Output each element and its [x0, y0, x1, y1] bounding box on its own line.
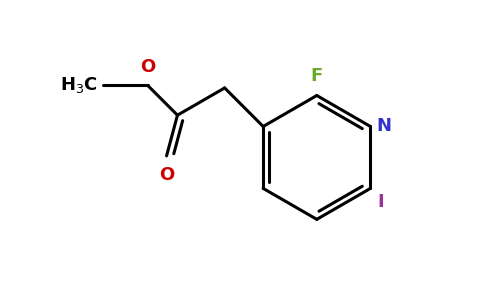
Text: I: I	[378, 193, 384, 211]
Text: O: O	[159, 166, 174, 184]
Text: O: O	[140, 58, 155, 76]
Text: F: F	[311, 67, 323, 85]
Text: N: N	[377, 118, 392, 136]
Text: H$_3$C: H$_3$C	[60, 75, 98, 95]
